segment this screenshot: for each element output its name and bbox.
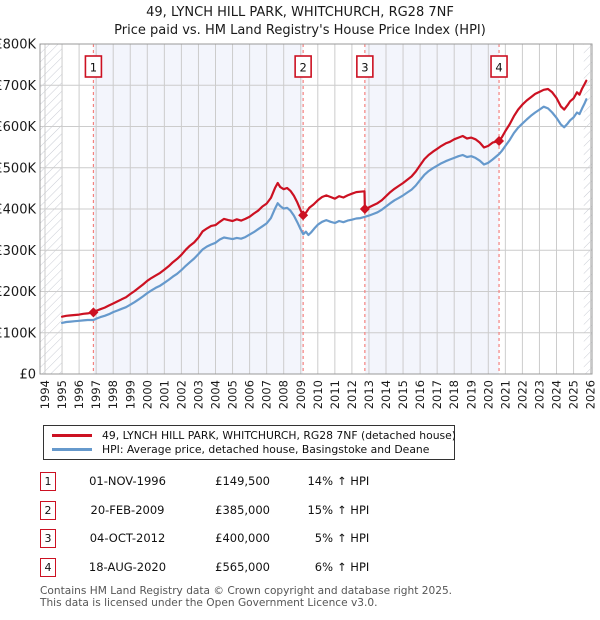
series-hpi-line <box>60 98 588 324</box>
transaction-row: 1 01-NOV-1996 £149,500 14% ↑ HPI <box>0 470 600 498</box>
x-axis-tick-label: 2006 <box>243 380 257 409</box>
x-axis-tick-label: 2015 <box>396 380 410 409</box>
x-axis-tick-label: 2023 <box>532 380 546 409</box>
x-axis-tick-label: 2010 <box>311 380 325 409</box>
x-axis-tick-label: 2002 <box>174 380 188 409</box>
transaction-hpi-delta: 5% <box>314 531 333 545</box>
x-axis-tick-label: 1998 <box>106 380 120 409</box>
x-axis-tick-label: 2009 <box>294 380 308 409</box>
transaction-hpi-suffix: ↑ HPI <box>337 474 370 488</box>
transaction-hpi-suffix: ↑ HPI <box>337 560 370 574</box>
x-axis-tick-label: 1999 <box>123 380 137 409</box>
chart-legend: 49, LYNCH HILL PARK, WHITCHURCH, RG28 7N… <box>43 425 457 460</box>
price-chart: 1 2 3 4 £0 £100K £200K £300K £400K £500K £600K £700… <box>0 38 598 410</box>
x-axis-tick-label: 2007 <box>260 380 274 409</box>
transaction-date: 18-AUG-2020 <box>88 560 167 574</box>
x-axis-tick-label: 2014 <box>379 380 393 409</box>
x-axis-tick-label: 2020 <box>481 380 495 409</box>
event-label-box-2 <box>294 55 312 78</box>
y-axis-tick-label: £0 <box>19 368 36 383</box>
x-axis-tick-label: 2000 <box>140 380 154 409</box>
x-axis-tick-label: 2001 <box>157 380 171 409</box>
page-subtitle: Price paid vs. HM Land Registry's House … <box>114 23 486 38</box>
transaction-marker-4 <box>494 135 505 146</box>
price-paid-line-swatch <box>52 433 92 437</box>
x-axis-tick-label: 2018 <box>447 380 461 409</box>
legend-item-hpi: HPI: Average price, detached house, Basi… <box>44 443 454 458</box>
event-label-number: 2 <box>299 61 306 75</box>
transaction-number-badge: 4 <box>40 558 56 577</box>
transaction-price: £149,500 <box>215 474 270 488</box>
x-axis-tick-label: 1994 <box>38 380 52 409</box>
x-axis-tick-label: 2021 <box>498 380 512 409</box>
x-axis-tick-label: 2017 <box>430 380 444 409</box>
x-axis-tick-label: 1996 <box>72 380 86 409</box>
event-label-box-4 <box>490 55 508 78</box>
transaction-number-badge: 2 <box>40 501 56 520</box>
transaction-hpi-delta: 15% <box>307 503 333 517</box>
y-axis-tick-label: £500K <box>0 161 36 176</box>
transaction-row: 4 18-AUG-2020 £565,000 6% ↑ HPI <box>0 556 600 584</box>
x-axis-tick-label: 2003 <box>191 380 205 409</box>
x-axis-tick-label: 2012 <box>345 380 359 409</box>
x-axis-tick-label: 2008 <box>277 380 291 409</box>
y-axis-tick-label: £400K <box>0 203 36 218</box>
transaction-number-badge: 1 <box>40 472 56 491</box>
y-axis-tick-label: £600K <box>0 120 36 135</box>
legend-label: 49, LYNCH HILL PARK, WHITCHURCH, RG28 7N… <box>102 428 457 442</box>
transaction-price: £385,000 <box>215 503 270 517</box>
transaction-price: £400,000 <box>215 531 270 545</box>
x-axis-tick-label: 1995 <box>55 380 69 409</box>
price-chart-canvas: 1 2 3 4 £0 £100K £200K £300K £400K £500K £600K £700… <box>0 38 598 410</box>
x-axis-tick-label: 1997 <box>89 380 103 409</box>
x-axis-tick-label: 2005 <box>226 380 240 409</box>
x-axis-tick-label: 2025 <box>567 380 581 409</box>
transaction-row: 3 04-OCT-2012 £400,000 5% ↑ HPI <box>0 527 600 555</box>
transaction-marker-2 <box>298 210 309 221</box>
footer-line-2: This data is licensed under the Open Gov… <box>40 596 378 609</box>
transaction-marker-1 <box>88 307 99 318</box>
series-price-paid-line <box>60 79 588 318</box>
legend-item-price-paid: 49, LYNCH HILL PARK, WHITCHURCH, RG28 7N… <box>44 428 457 443</box>
x-axis-tick-label: 2011 <box>328 380 342 409</box>
x-axis-tick-label: 2026 <box>584 380 598 409</box>
y-axis-tick-label: £700K <box>0 79 36 94</box>
transaction-price: £565,000 <box>215 560 270 574</box>
transaction-date: 01-NOV-1996 <box>89 474 166 488</box>
transaction-date: 20-FEB-2009 <box>90 503 165 517</box>
license-footer: Contains HM Land Registry data © Crown c… <box>40 585 600 609</box>
x-axis-tick-label: 2022 <box>515 380 529 409</box>
transaction-hpi-suffix: ↑ HPI <box>337 503 370 517</box>
y-axis-tick-label: £800K <box>0 38 36 53</box>
event-label-number: 1 <box>90 61 97 75</box>
transaction-hpi-delta: 6% <box>314 560 333 574</box>
x-axis-tick-label: 2019 <box>464 380 478 409</box>
y-axis-tick-label: £200K <box>0 285 36 300</box>
x-axis-tick-label: 2024 <box>550 380 564 409</box>
y-axis-tick-label: £100K <box>0 326 36 341</box>
x-axis-tick-label: 2004 <box>209 380 223 409</box>
transaction-row: 2 20-FEB-2009 £385,000 15% ↑ HPI <box>0 499 600 527</box>
y-axis-tick-label: £300K <box>0 244 36 259</box>
event-label-box-3 <box>356 55 374 78</box>
x-axis-tick-label: 2013 <box>362 380 376 409</box>
x-axis-tick-label: 2016 <box>413 380 427 409</box>
transaction-hpi-delta: 14% <box>307 474 333 488</box>
hpi-line-swatch <box>52 448 92 452</box>
event-label-number: 4 <box>495 61 502 75</box>
transaction-number-badge: 3 <box>40 529 56 548</box>
event-label-box-1 <box>84 55 103 78</box>
transaction-hpi-suffix: ↑ HPI <box>337 531 370 545</box>
transaction-date: 04-OCT-2012 <box>89 531 166 545</box>
legend-label: HPI: Average price, detached house, Basi… <box>102 443 430 457</box>
event-label-number: 3 <box>361 61 368 75</box>
footer-line-1: Contains HM Land Registry data © Crown c… <box>40 585 453 597</box>
transaction-marker-3 <box>359 204 370 214</box>
page-title: 49, LYNCH HILL PARK, WHITCHURCH, RG28 7N… <box>146 5 454 20</box>
